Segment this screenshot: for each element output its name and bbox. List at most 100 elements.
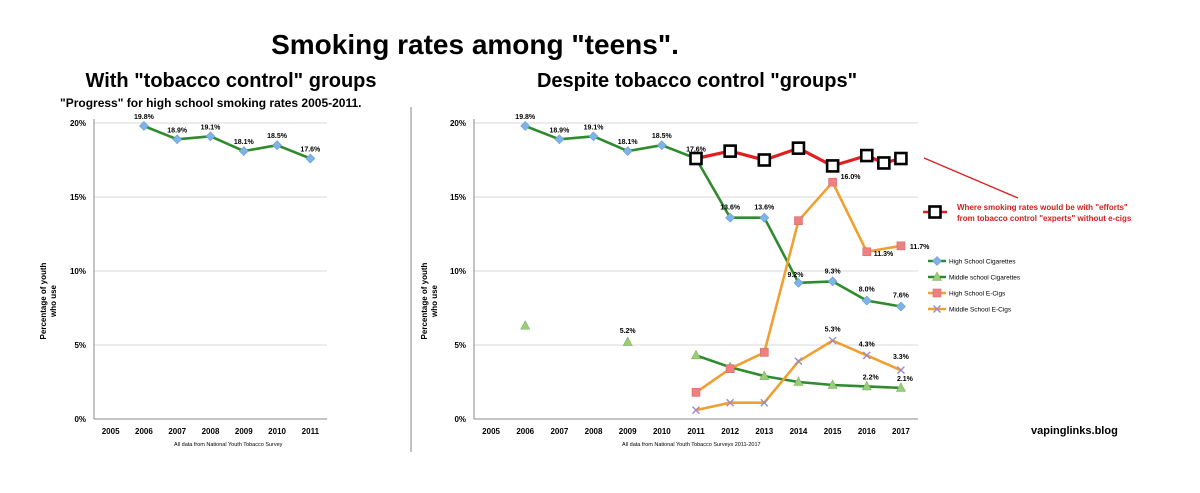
data-point bbox=[139, 121, 149, 131]
data-label: 5.3% bbox=[825, 327, 842, 334]
x-tick-label: 2011 bbox=[687, 427, 705, 436]
data-label: 18.1% bbox=[618, 139, 639, 146]
source-note: All data from National Youth Tobacco Sur… bbox=[622, 442, 761, 448]
chart-legend: High School Cigarettes Middle school Ciga… bbox=[928, 256, 1021, 314]
data-label: 19.8% bbox=[134, 114, 155, 121]
y-tick-label: 5% bbox=[454, 341, 466, 350]
data-label: 3.3% bbox=[893, 354, 910, 361]
annotation-pointer bbox=[923, 157, 1019, 199]
legend-label: Middle School E-Cigs bbox=[949, 307, 1012, 314]
y-tick-label: 0% bbox=[454, 415, 466, 424]
data-label: 5.2% bbox=[620, 328, 637, 335]
data-label: 9.3% bbox=[825, 268, 842, 275]
data-point bbox=[859, 148, 874, 163]
data-label: 13.6% bbox=[720, 205, 741, 212]
data-label: 9.2% bbox=[787, 272, 804, 279]
x-tick-label: 2015 bbox=[824, 427, 842, 436]
legend-label: Middle school Cigarettes bbox=[949, 275, 1021, 282]
legend-label: High School Cigarettes bbox=[949, 259, 1016, 266]
x-tick-label: 2017 bbox=[892, 427, 910, 436]
data-label: 19.8% bbox=[515, 114, 536, 121]
data-point bbox=[759, 370, 770, 380]
data-point bbox=[861, 380, 872, 391]
data-label: 19.1% bbox=[201, 124, 222, 131]
data-label: 19.1% bbox=[584, 124, 605, 131]
data-label: 11.7% bbox=[910, 244, 930, 251]
data-point bbox=[725, 364, 735, 373]
annotation-text: from tobacco control "experts" without e… bbox=[957, 214, 1132, 223]
data-label: 2.2% bbox=[863, 374, 880, 381]
data-point bbox=[894, 151, 908, 166]
x-tick-label: 2006 bbox=[135, 427, 153, 436]
x-tick-label: 2005 bbox=[482, 427, 500, 436]
data-label: 4.3% bbox=[859, 341, 876, 348]
y-axis-label: Percentage of youthwho use bbox=[420, 262, 439, 339]
data-point bbox=[896, 366, 905, 375]
y-tick-label: 15% bbox=[70, 193, 86, 202]
data-label: 18.9% bbox=[549, 127, 570, 134]
data-point bbox=[825, 159, 840, 173]
x-tick-label: 2009 bbox=[619, 427, 637, 436]
data-point bbox=[828, 336, 837, 345]
left-chart: 0% 5% 10% 15% 20% 2005 2006 2007 2008 2009 2010 201… bbox=[39, 114, 327, 448]
y-tick-label: 20% bbox=[70, 119, 86, 128]
data-point bbox=[760, 398, 769, 407]
data-label: 2.1% bbox=[897, 376, 914, 383]
data-label: 13.6% bbox=[754, 205, 775, 212]
data-point bbox=[692, 406, 700, 415]
data-point bbox=[691, 349, 701, 360]
x-tick-label: 2010 bbox=[268, 427, 286, 436]
data-point bbox=[759, 212, 770, 223]
right-chart-heading: Despite tobacco control "groups" bbox=[537, 70, 857, 92]
data-point bbox=[896, 241, 906, 251]
annotation-text: Where smoking rates would be with "effor… bbox=[957, 203, 1128, 212]
data-point bbox=[691, 388, 701, 397]
x-tick-label: 2008 bbox=[202, 427, 220, 436]
data-point bbox=[895, 382, 906, 392]
data-point bbox=[794, 216, 803, 225]
data-label: 16.0% bbox=[841, 174, 862, 181]
data-label: 8.0% bbox=[859, 287, 876, 294]
data-point bbox=[861, 295, 872, 306]
data-point bbox=[726, 398, 735, 407]
data-point bbox=[205, 131, 216, 142]
page-title: Smoking rates among "teens". bbox=[271, 29, 679, 60]
x-tick-label: 2009 bbox=[235, 427, 253, 436]
x-tick-label: 2008 bbox=[585, 427, 603, 436]
y-tick-label: 20% bbox=[450, 119, 466, 128]
data-point bbox=[272, 140, 282, 151]
data-point bbox=[877, 156, 891, 170]
legend-label: High School E-Cigs bbox=[949, 291, 1006, 298]
legend-marker bbox=[932, 256, 942, 266]
data-point bbox=[305, 153, 316, 164]
data-point bbox=[520, 320, 531, 330]
data-point bbox=[757, 153, 772, 167]
data-label: 18.5% bbox=[267, 133, 288, 140]
data-point bbox=[791, 141, 806, 155]
watermark: vapinglinks.blog bbox=[1031, 425, 1118, 437]
data-point bbox=[828, 177, 837, 187]
x-tick-label: 2006 bbox=[516, 427, 534, 436]
data-point bbox=[794, 357, 803, 366]
x-tick-label: 2007 bbox=[550, 427, 568, 436]
data-point bbox=[172, 134, 183, 145]
legend-marker bbox=[932, 271, 942, 281]
y-axis-label: Percentage of youthwho use bbox=[39, 262, 58, 339]
data-point bbox=[725, 212, 736, 223]
data-point bbox=[723, 144, 737, 158]
x-tick-label: 2012 bbox=[721, 427, 739, 436]
legend-marker bbox=[933, 305, 941, 313]
chart-annotation: Where smoking rates would be with "effor… bbox=[923, 157, 1132, 223]
data-label: 7.6% bbox=[893, 293, 910, 300]
series-line bbox=[143, 124, 311, 160]
data-point bbox=[827, 379, 838, 389]
data-label: 18.1% bbox=[234, 139, 255, 146]
right-chart: 0% 5% 10% 15% 20% 2005 2006 2007 2008 2009 2010 201… bbox=[420, 114, 930, 448]
data-point bbox=[760, 348, 769, 357]
data-point bbox=[622, 336, 633, 346]
y-tick-label: 5% bbox=[74, 341, 86, 350]
data-point bbox=[793, 376, 804, 386]
data-point bbox=[862, 247, 872, 257]
data-label: 17.6% bbox=[300, 147, 321, 154]
